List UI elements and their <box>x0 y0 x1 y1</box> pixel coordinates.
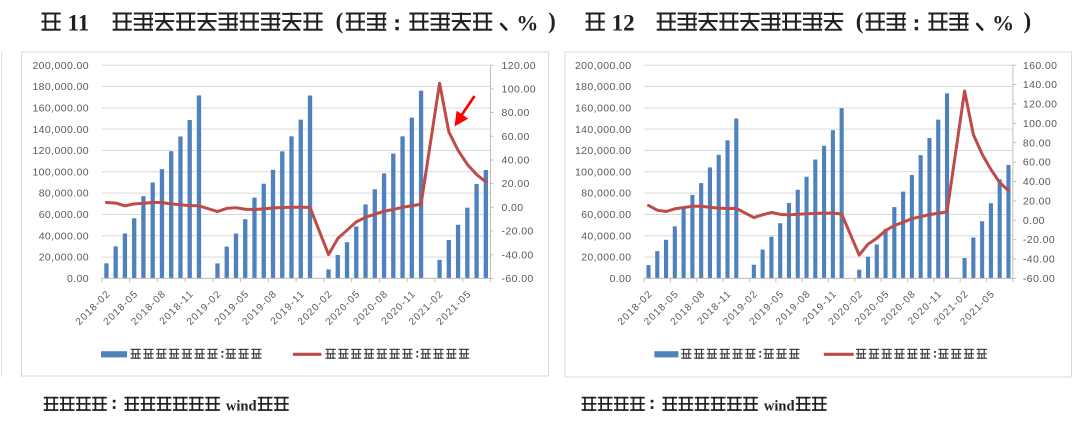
svg-text:-40.00: -40.00 <box>502 249 534 261</box>
svg-text:(: ( <box>336 9 344 34</box>
svg-text:0.00: 0.00 <box>67 273 89 285</box>
svg-text:60,000.00: 60,000.00 <box>39 209 89 221</box>
svg-text:-40.00: -40.00 <box>1023 254 1055 266</box>
svg-text:11: 11 <box>68 11 90 36</box>
svg-text:wind: wind <box>226 399 257 415</box>
svg-text:0.00: 0.00 <box>609 273 631 285</box>
svg-text:120.00: 120.00 <box>1023 99 1058 111</box>
svg-text:160,000.00: 160,000.00 <box>32 102 89 114</box>
svg-text:120,000.00: 120,000.00 <box>32 145 89 157</box>
svg-text:%: % <box>516 11 538 36</box>
svg-text:): ) <box>1024 9 1032 34</box>
svg-text:12: 12 <box>612 11 635 36</box>
svg-text:60.00: 60.00 <box>502 131 530 143</box>
svg-text:-60.00: -60.00 <box>502 273 534 285</box>
svg-text:140,000.00: 140,000.00 <box>32 124 89 136</box>
svg-text:100,000.00: 100,000.00 <box>575 166 632 178</box>
svg-text:100.00: 100.00 <box>502 83 537 95</box>
svg-text:140.00: 140.00 <box>1023 79 1058 91</box>
svg-text:80,000.00: 80,000.00 <box>581 188 631 200</box>
svg-text:20,000.00: 20,000.00 <box>581 252 631 264</box>
svg-text:160,000.00: 160,000.00 <box>575 102 632 114</box>
svg-text:200,000.00: 200,000.00 <box>575 60 632 72</box>
svg-text:120.00: 120.00 <box>502 60 537 72</box>
svg-text:-60.00: -60.00 <box>1023 273 1055 285</box>
svg-text:40.00: 40.00 <box>502 155 530 167</box>
svg-text:-20.00: -20.00 <box>502 226 534 238</box>
svg-text:100.00: 100.00 <box>1023 118 1058 130</box>
svg-text:0.00: 0.00 <box>1023 215 1045 227</box>
svg-text:20,000.00: 20,000.00 <box>39 252 89 264</box>
svg-text:(: ( <box>856 9 864 34</box>
svg-text:160.00: 160.00 <box>1023 60 1058 72</box>
svg-text:200,000.00: 200,000.00 <box>32 60 89 72</box>
svg-text:60,000.00: 60,000.00 <box>581 209 631 221</box>
svg-text:wind: wind <box>764 399 795 415</box>
svg-text:): ) <box>548 9 556 34</box>
svg-text:40.00: 40.00 <box>1023 176 1051 188</box>
svg-text:%: % <box>992 11 1014 36</box>
svg-text:-20.00: -20.00 <box>1023 234 1055 246</box>
svg-text:40,000.00: 40,000.00 <box>39 230 89 242</box>
svg-text:80.00: 80.00 <box>502 107 530 119</box>
svg-text:180,000.00: 180,000.00 <box>32 81 89 93</box>
svg-text:40,000.00: 40,000.00 <box>581 230 631 242</box>
svg-text:0.00: 0.00 <box>502 202 524 214</box>
svg-text:180,000.00: 180,000.00 <box>575 81 632 93</box>
svg-text:120,000.00: 120,000.00 <box>575 145 632 157</box>
svg-text:60.00: 60.00 <box>1023 157 1051 169</box>
svg-text:80.00: 80.00 <box>1023 137 1051 149</box>
svg-text:20.00: 20.00 <box>502 178 530 190</box>
svg-text:80,000.00: 80,000.00 <box>39 188 89 200</box>
svg-text:100,000.00: 100,000.00 <box>32 166 89 178</box>
svg-text:140,000.00: 140,000.00 <box>575 124 632 136</box>
svg-text:20.00: 20.00 <box>1023 195 1051 207</box>
